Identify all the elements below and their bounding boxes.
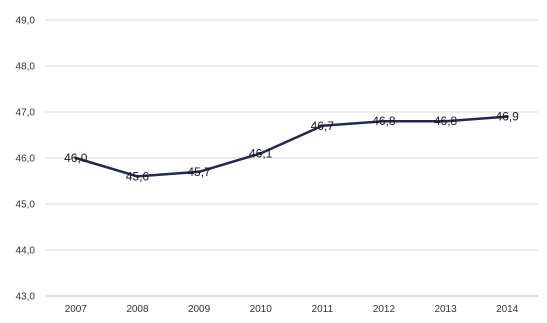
- x-tick-label: 2014: [496, 304, 519, 315]
- gridlines: [45, 19, 538, 251]
- x-tick-label: 2013: [434, 304, 457, 315]
- y-tick-labels: 43,0 44,0 45,0 46,0 47,0 48,0 49,0: [16, 16, 36, 303]
- data-label: 46,7: [311, 119, 335, 133]
- y-tick-label: 49,0: [16, 16, 36, 27]
- y-tick-label: 48,0: [16, 62, 36, 73]
- data-label: 46,0: [64, 151, 88, 165]
- data-point: [382, 119, 386, 123]
- x-tick-labels: 2007 2008 2009 2010 2011 2012 2013 2014: [65, 304, 519, 315]
- series-line-group: [74, 115, 509, 178]
- data-label: 46,1: [249, 146, 273, 160]
- x-tick-label: 2008: [126, 304, 149, 315]
- data-point: [444, 119, 448, 123]
- x-tick-label: 2012: [373, 304, 396, 315]
- data-points: [74, 115, 509, 178]
- data-label: 45,7: [187, 165, 211, 179]
- data-labels: 46,0 45,6 45,7 46,1 46,7 46,8 46,8 46,9: [64, 110, 519, 184]
- data-point: [197, 170, 201, 174]
- x-tick-label: 2011: [312, 304, 334, 315]
- x-tick-label: 2009: [188, 304, 211, 315]
- data-label: 46,8: [372, 114, 396, 128]
- y-tick-label: 45,0: [16, 200, 36, 211]
- data-label: 45,6: [126, 169, 150, 183]
- data-point: [135, 174, 139, 178]
- y-tick-label: 44,0: [16, 246, 36, 257]
- data-label: 46,9: [496, 110, 520, 124]
- y-tick-label: 43,0: [16, 292, 36, 303]
- x-tick-label: 2007: [65, 304, 88, 315]
- series-line: [74, 115, 509, 178]
- data-point: [74, 156, 78, 160]
- data-point: [259, 151, 263, 155]
- data-point: [320, 124, 324, 128]
- x-tick-label: 2010: [250, 304, 273, 315]
- y-tick-label: 47,0: [16, 108, 36, 119]
- data-point: [505, 115, 509, 119]
- data-label: 46,8: [434, 114, 458, 128]
- y-tick-label: 46,0: [16, 154, 36, 165]
